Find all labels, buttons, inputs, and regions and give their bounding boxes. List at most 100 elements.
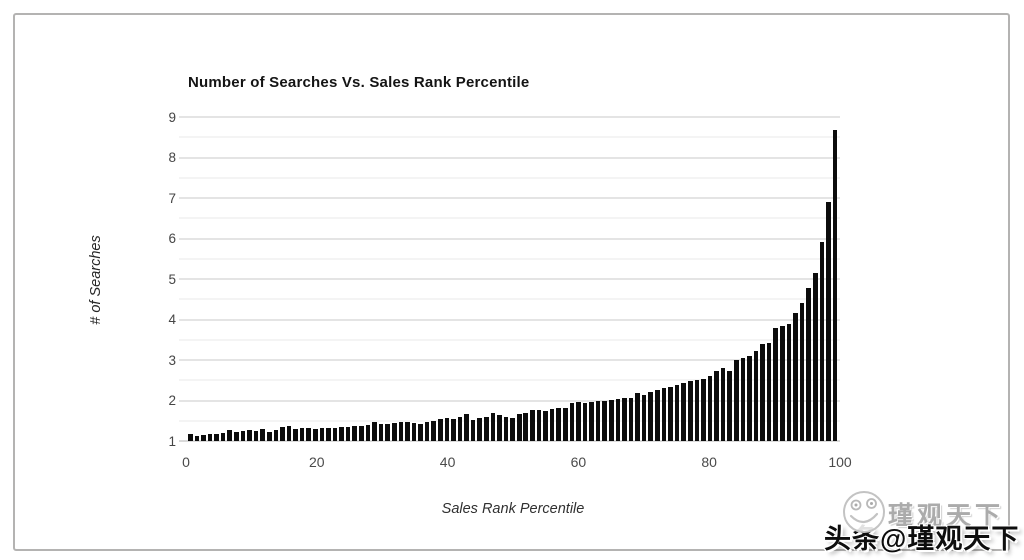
bar [674, 384, 680, 441]
bar [602, 401, 608, 441]
bar [345, 426, 351, 441]
bar [740, 357, 746, 441]
bar [556, 408, 561, 441]
bar [293, 429, 298, 441]
bar [418, 423, 423, 441]
y-tick-label: 8 [168, 149, 176, 165]
bar [694, 379, 700, 441]
bar-series [186, 117, 840, 441]
bar [497, 415, 502, 441]
gridline-major [179, 400, 840, 401]
bar [424, 422, 430, 441]
bar [266, 431, 272, 441]
bar [661, 387, 667, 441]
bar [444, 418, 450, 441]
bar [398, 422, 404, 441]
x-tick-label: 0 [182, 454, 190, 470]
bar [780, 326, 785, 441]
bar [437, 418, 443, 441]
bar [253, 431, 259, 441]
bar [510, 417, 515, 441]
bar [365, 424, 371, 441]
x-tick-label: 80 [701, 454, 717, 470]
bar [576, 402, 581, 441]
bar [451, 418, 456, 441]
gridlines [179, 116, 840, 442]
bar [589, 401, 594, 441]
bar [299, 427, 305, 441]
image-border-frame [13, 13, 1010, 551]
bar [582, 402, 588, 441]
bar [701, 379, 706, 441]
gridline-minor [179, 339, 840, 341]
bar [773, 327, 779, 441]
gridline-minor [179, 177, 840, 179]
bar [641, 395, 647, 441]
x-tick-label: 100 [828, 454, 852, 470]
bar [378, 424, 384, 441]
bar [247, 430, 252, 441]
bar [194, 435, 200, 441]
y-tick-label: 3 [168, 352, 176, 368]
bar [464, 414, 469, 441]
bar [306, 428, 311, 441]
bar [477, 418, 483, 441]
y-tick-label: 6 [168, 230, 176, 246]
bar [609, 399, 614, 441]
bar [273, 430, 279, 441]
bar [411, 422, 417, 441]
chart-title: Number of Searches Vs. Sales Rank Percen… [188, 74, 530, 91]
bar [352, 426, 358, 441]
x-axis-tick-labels: 0 20 40 60 80 100 [182, 454, 852, 473]
bar [260, 429, 265, 441]
bar [832, 129, 838, 441]
bar [523, 412, 529, 441]
bar [786, 323, 792, 441]
x-tick-label: 60 [570, 454, 587, 470]
bar [332, 428, 338, 441]
gridline-major [179, 197, 840, 199]
gridline-major [179, 359, 840, 361]
bar [727, 370, 732, 441]
bar [457, 416, 463, 441]
bar [227, 430, 233, 441]
bar [312, 428, 318, 441]
bar [431, 421, 436, 441]
bar [234, 432, 239, 441]
bar [188, 434, 193, 441]
bar [543, 411, 548, 441]
bar [385, 423, 390, 441]
y-tick-label: 1 [168, 433, 176, 449]
bar [326, 427, 331, 441]
gridline-major [179, 278, 840, 280]
bar [628, 397, 634, 441]
y-tick-label: 4 [168, 311, 176, 327]
bar [733, 360, 739, 441]
bar [668, 386, 673, 441]
bar [720, 368, 726, 441]
bar [339, 427, 344, 441]
bar [470, 420, 476, 441]
bar [372, 422, 377, 441]
bar [622, 398, 627, 441]
bar [753, 351, 759, 441]
y-tick-label: 9 [168, 109, 176, 125]
bar [760, 343, 765, 441]
bar [648, 392, 654, 441]
bar [826, 202, 831, 441]
plot-area [179, 116, 840, 442]
bar [286, 425, 292, 441]
gridline-minor [179, 379, 840, 381]
bar [214, 434, 219, 441]
bar [681, 383, 686, 441]
toutiao-smiley-logo-icon [843, 491, 885, 533]
bar [819, 241, 825, 441]
gridline-minor [179, 217, 840, 219]
y-axis-tick-labels: 1 2 3 4 5 6 7 8 9 [130, 110, 176, 447]
gridline-major [179, 440, 840, 442]
gridline-major [179, 238, 840, 239]
bar [319, 428, 325, 441]
y-axis-title: # of Searches [88, 235, 104, 325]
x-tick-label: 40 [439, 454, 456, 470]
y-tick-label: 5 [168, 271, 176, 287]
